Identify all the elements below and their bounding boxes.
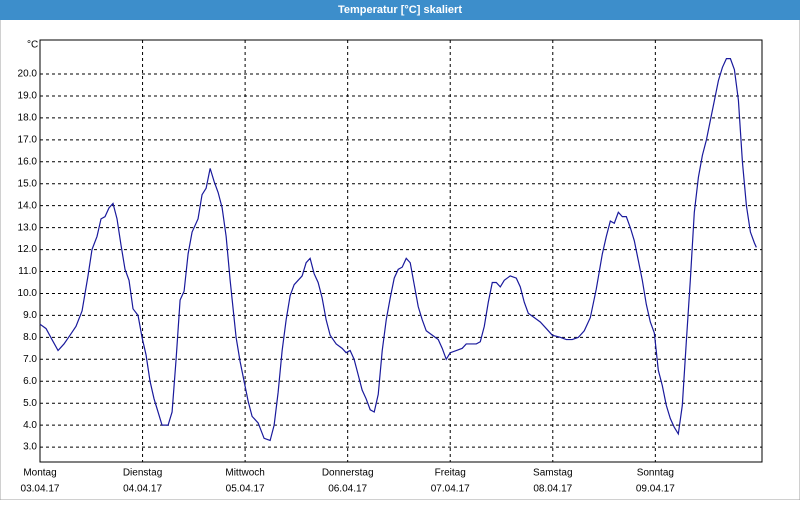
x-tick-date: 08.04.17 — [533, 484, 572, 495]
y-tick-label: 18.0 — [18, 113, 38, 124]
title-bar — [0, 0, 800, 20]
x-tick-label: Sonntag — [637, 468, 674, 479]
y-tick-label: 14.0 — [18, 200, 38, 211]
x-tick-date: 03.04.17 — [21, 484, 60, 495]
x-tick-date: 04.04.17 — [123, 484, 162, 495]
x-tick-date: 09.04.17 — [636, 484, 675, 495]
y-tick-label: 3.0 — [23, 442, 37, 453]
x-tick-label: Dienstag — [123, 468, 162, 479]
x-tick-date: 06.04.17 — [328, 484, 367, 495]
y-tick-label: 4.0 — [23, 420, 37, 431]
chart-title: Temperatur [°C] skaliert — [338, 4, 462, 16]
y-tick-label: 13.0 — [18, 222, 38, 233]
x-tick-date: 07.04.17 — [431, 484, 470, 495]
x-tick-date: 05.04.17 — [226, 484, 265, 495]
y-tick-label: 9.0 — [23, 310, 37, 321]
x-tick-label: Freitag — [435, 468, 466, 479]
y-tick-label: 16.0 — [18, 156, 38, 167]
y-axis-label: °C — [27, 40, 38, 51]
y-tick-label: 6.0 — [23, 376, 37, 387]
y-tick-label: 12.0 — [18, 244, 38, 255]
x-tick-label: Samstag — [533, 468, 572, 479]
x-tick-label: Montag — [23, 468, 56, 479]
temperature-line — [39, 58, 757, 442]
y-tick-label: 8.0 — [23, 332, 37, 343]
y-tick-label: 7.0 — [23, 354, 37, 365]
y-tick-label: 20.0 — [18, 69, 38, 80]
y-tick-label: 19.0 — [18, 91, 38, 102]
y-tick-label: 10.0 — [18, 288, 38, 299]
x-tick-label: Mittwoch — [225, 468, 264, 479]
y-tick-label: 17.0 — [18, 134, 38, 145]
x-tick-label: Donnerstag — [322, 468, 374, 479]
y-tick-label: 11.0 — [18, 266, 37, 277]
y-tick-label: 5.0 — [23, 398, 37, 409]
y-tick-label: 15.0 — [18, 178, 38, 189]
